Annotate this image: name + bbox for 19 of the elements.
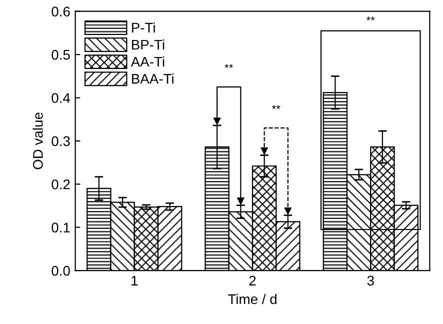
legend-label: BAA-Ti xyxy=(132,74,174,84)
y-tick-label: 0.1 xyxy=(52,222,70,233)
y-tick-label: 0.0 xyxy=(52,266,70,276)
y-tick-label: 0.6 xyxy=(52,6,70,17)
legend-label: P-Ti xyxy=(132,22,155,32)
x-tick-label: 1 xyxy=(132,276,138,286)
y-tick-label: 0.3 xyxy=(52,136,70,146)
x-tick-label: 2 xyxy=(249,276,256,286)
y-tick-label: 0.4 xyxy=(52,93,70,103)
x-tick-label: 3 xyxy=(367,276,374,286)
annotation: ** xyxy=(272,105,280,109)
legend-label: BP-Ti xyxy=(132,39,164,50)
y-axis-title: OD value xyxy=(32,112,43,170)
annotation: ** xyxy=(366,16,375,20)
legend-label: AA-Ti xyxy=(130,56,164,67)
x-axis-title: Time / d xyxy=(228,294,276,304)
y-tick-label: 0.5 xyxy=(52,50,70,60)
annotation: ** xyxy=(224,64,234,68)
y-tick-label: 0.2 xyxy=(52,179,70,190)
